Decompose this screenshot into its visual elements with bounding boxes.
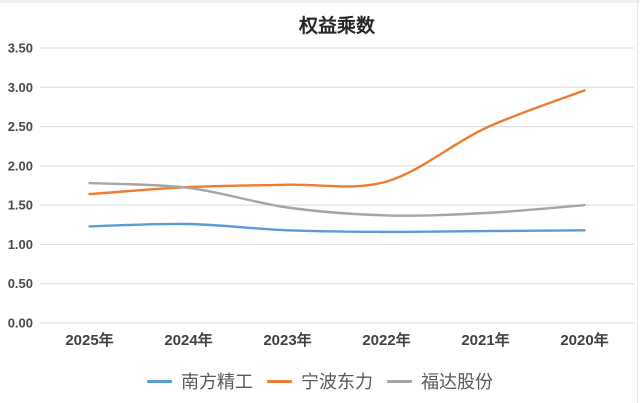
legend-item-0: 南方精工	[147, 368, 253, 394]
y-axis-tick-label: 1.00	[8, 237, 33, 252]
y-axis-tick-labels: 0.00 0.50 1.00 1.50 2.00 2.50 3.00 3.50	[8, 41, 33, 331]
legend-item-2: 福达股份	[387, 368, 493, 394]
legend-line-swatch	[387, 379, 412, 383]
legend-label: 南方精工	[181, 372, 253, 392]
gridlines	[40, 47, 634, 324]
legend-line-swatch	[147, 379, 172, 383]
y-axis-tick-label: 2.50	[8, 119, 33, 134]
x-axis-tick-label: 2022年	[362, 331, 410, 349]
chart-legend: 南方精工 宁波东力 福达股份	[0, 366, 640, 396]
series-lines	[88, 89, 586, 234]
series-line-1	[88, 89, 586, 196]
x-axis-tick-label: 2020年	[560, 331, 608, 349]
y-axis-tick-label: 3.50	[8, 41, 33, 56]
x-axis-tick-label: 2025年	[65, 331, 113, 349]
y-axis-tick-label: 0.00	[8, 316, 33, 331]
y-axis-tick-label: 1.50	[8, 198, 33, 213]
x-axis-tick-labels: 2025年 2024年 2023年 2022年 2021年 2020年	[65, 331, 608, 349]
y-axis-tick-label: 0.50	[8, 276, 33, 291]
legend-label: 宁波东力	[301, 372, 373, 392]
y-axis-tick-label: 2.00	[8, 158, 33, 173]
chart-title: 权益乘数	[298, 14, 376, 37]
legend-label: 福达股份	[421, 372, 493, 392]
legend-line-swatch	[267, 379, 292, 383]
series-line-0	[88, 222, 586, 234]
legend-item-1: 宁波东力	[267, 368, 373, 394]
x-axis-tick-label: 2021年	[461, 331, 509, 349]
y-axis-tick-label: 3.00	[8, 80, 33, 95]
window-top-edge	[0, 0, 640, 3]
series-line-2	[88, 181, 586, 217]
x-axis-tick-label: 2024年	[164, 331, 212, 349]
x-axis-tick-label: 2023年	[263, 331, 311, 349]
